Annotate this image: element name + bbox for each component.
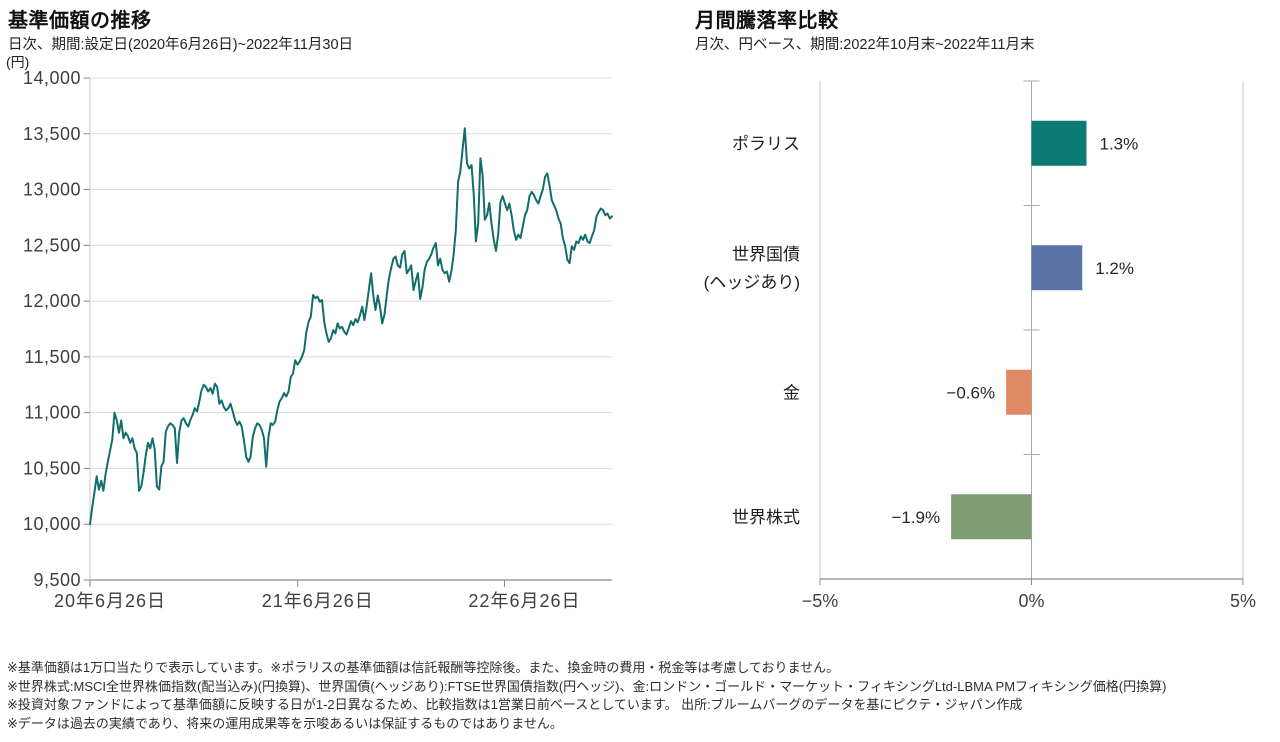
nav-chart-subtitle: 日次、期間:設定日(2020年6月26日)~2022年11月30日 <box>8 37 354 53</box>
bar-negative <box>1006 369 1032 415</box>
bar-row: 1.2% 世界国債(ヘッジあり) <box>704 245 1134 292</box>
y-tick-label: 11,000 <box>24 403 81 423</box>
x-tick-label: 20年6月26日 <box>54 591 166 611</box>
y-tick-label: 10,500 <box>23 458 81 478</box>
y-gridlines <box>90 77 612 581</box>
bar-category-label: 金 <box>783 383 800 402</box>
footnotes: ※基準価額は1万口当たりで表示しています。※ポラリスの基準価額は信託報酬等控除後… <box>7 659 1166 733</box>
bar-row: 1.3% ポラリス <box>732 120 1138 166</box>
y-tick-label: 12,000 <box>23 291 81 311</box>
bar-category-label: 世界国債(ヘッジあり) <box>704 245 800 292</box>
y-tick-label: 11,500 <box>24 347 81 367</box>
y-tick-label: 9,500 <box>33 570 81 590</box>
bar-value-label: −1.9% <box>891 508 940 527</box>
bar-row: −0.6% 金 <box>783 369 1032 415</box>
y-tick-label: 14,000 <box>23 70 81 88</box>
nav-line-chart: 14,000 13,500 13,000 12,500 12,000 11,500 11,0… <box>23 70 613 611</box>
nav-chart-title: 基準価額の推移 <box>8 10 152 32</box>
bar-row: −1.9% 世界株式 <box>732 494 1032 540</box>
monthly-return-title: 月間騰落率比較 <box>695 10 839 32</box>
y-tick-label: 13,000 <box>23 180 81 200</box>
nav-chart-unit-label: (円) <box>6 54 30 70</box>
bar-category-label: 世界株式 <box>732 508 800 527</box>
bar-value-label: 1.3% <box>1099 134 1138 153</box>
y-tick-labels: 14,000 13,500 13,000 12,500 12,000 11,500 11,0… <box>23 70 81 590</box>
footnote-line: ※投資対象ファンドによって基準価額に反映する日が1-2日異なるため、比較指数は1… <box>7 697 1023 712</box>
bar-value-label: −0.6% <box>946 383 995 402</box>
y-tick-label: 13,500 <box>23 124 81 144</box>
monthly-return-bar-chart: 1.3% ポラリス 1.2% 世界国債(ヘッジあり) −0.6% 金 −1.9% 世界株式 −5… <box>704 80 1256 611</box>
bar-positive <box>1031 120 1087 166</box>
bar-positive <box>1031 245 1083 291</box>
footnote-line: ※データは過去の実績であり、将来の運用成果等を示唆あるいは保証するものではありま… <box>7 715 563 731</box>
x-tick-label: 22年6月26日 <box>468 591 580 611</box>
footnote-line: ※世界株式:MSCI全世界株価指数(配当込み)(円換算)、世界国債(ヘッジあり)… <box>7 678 1167 694</box>
bar-category-label: ポラリス <box>732 134 800 153</box>
monthly-return-subtitle: 月次、円ベース、期間:2022年10月末~2022年11月末 <box>695 37 1035 53</box>
nav-line-series <box>89 127 613 526</box>
x-tick-labels: 20年6月26日 21年6月26日 22年6月26日 <box>54 591 580 611</box>
y-tick-label: 10,000 <box>23 514 81 534</box>
y-tick-label: 12,500 <box>23 235 81 255</box>
bar-negative <box>951 494 1032 540</box>
bar-value-label: 1.2% <box>1095 259 1134 278</box>
x-tick-label: 5% <box>1230 591 1256 611</box>
x-tick-label: −5% <box>802 591 839 611</box>
y-ticks <box>83 77 90 581</box>
x-tick-label: 21年6月26日 <box>262 591 374 611</box>
footnote-line: ※基準価額は1万口当たりで表示しています。※ポラリスの基準価額は信託報酬等控除後… <box>7 660 840 675</box>
x-tick-label: 0% <box>1018 591 1044 611</box>
